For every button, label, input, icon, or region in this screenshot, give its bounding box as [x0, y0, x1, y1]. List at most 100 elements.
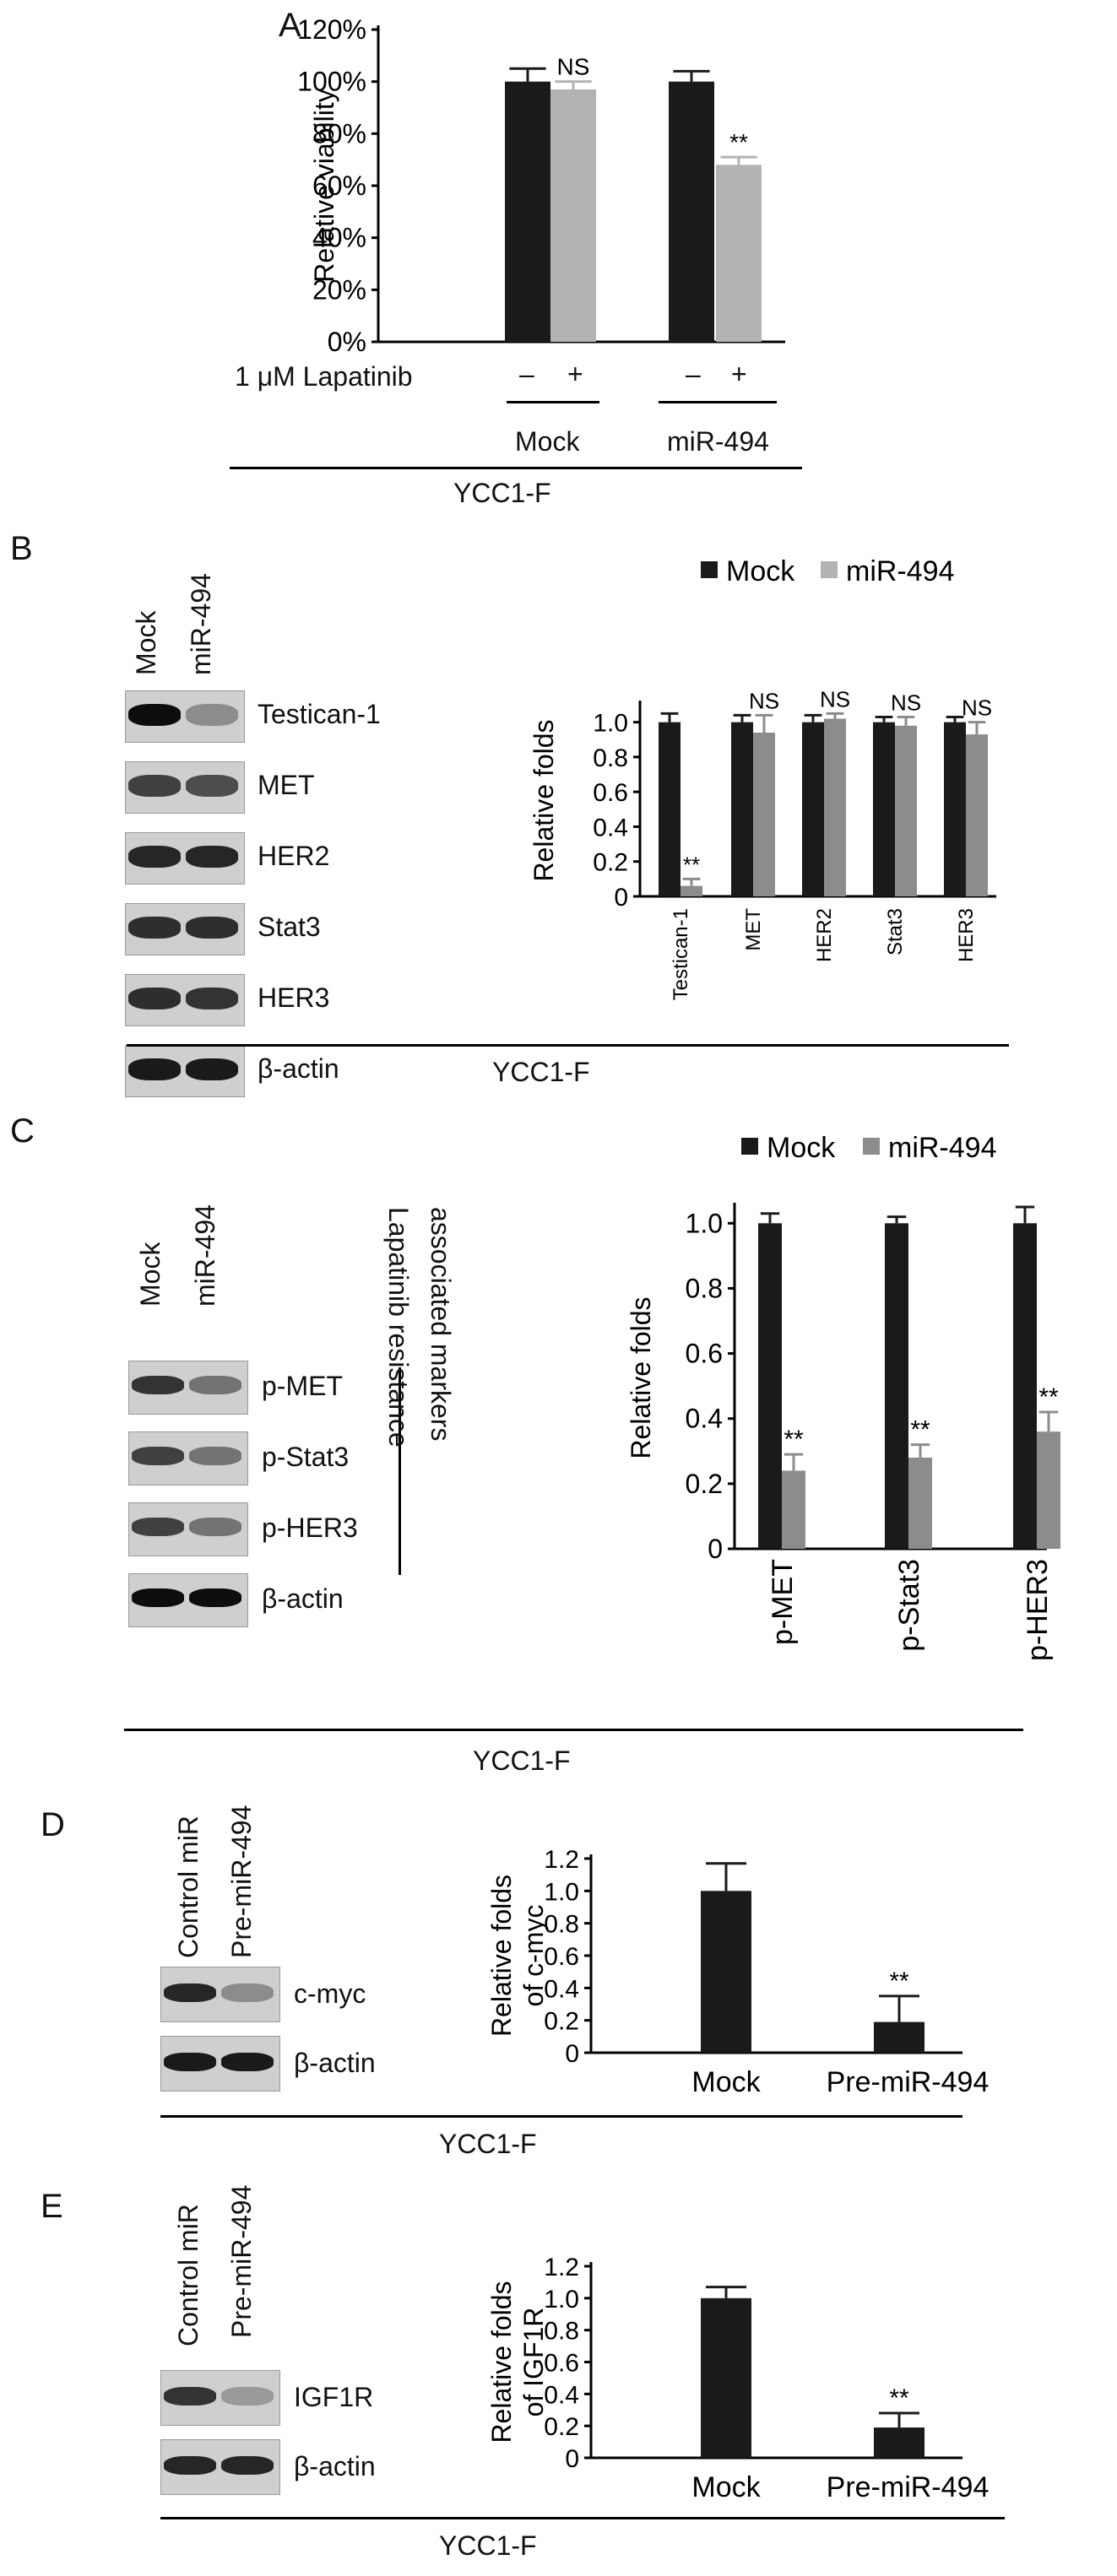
blot-band [132, 1588, 184, 1607]
cell-line-e: YCC1-F [439, 2530, 537, 2561]
d-y-label-line: Relative folds [486, 1875, 517, 2037]
a-bar [550, 89, 596, 343]
e-bar [874, 2427, 925, 2458]
d-ytick-label: 0.8 [544, 1911, 579, 1939]
e-y-label-line: of IGF1R [518, 2308, 549, 2417]
a-bar [669, 81, 714, 343]
d-ytick-label: 0 [565, 2040, 579, 2068]
e-ytick-label: 0.4 [544, 2381, 579, 2409]
blot-band [186, 1058, 238, 1080]
cell-line-line-b [127, 1044, 1009, 1047]
blot-label: β-actin [294, 2451, 376, 2481]
sign-mock-minus: – [519, 359, 534, 389]
b-x-tick-label: Testican-1 [670, 908, 692, 1000]
d-y-label: Relative foldsof c-myc [486, 1875, 549, 2037]
c-mir-annotation: ** [910, 1416, 930, 1444]
e-ytick-label: 0.8 [544, 2318, 579, 2346]
sign-mir-plus: + [731, 359, 747, 389]
blot-label: p-Stat3 [262, 1442, 350, 1472]
e-ytick-label: 1.0 [544, 2286, 579, 2314]
blot-band [132, 1518, 184, 1536]
d-bar [701, 1891, 751, 2053]
cell-line-line-d [160, 2115, 962, 2118]
c-mir-annotation: ** [784, 1426, 804, 1453]
b-mir-annotation: NS [891, 690, 921, 715]
blot-band [189, 1588, 241, 1607]
blot-band [221, 2387, 274, 2406]
blot-label: HER2 [258, 841, 330, 871]
b-mir-annotation: ** [683, 852, 700, 877]
panel-c-letter: C [10, 1112, 35, 1150]
blot-band [128, 846, 181, 868]
c-x-tick-label: p-MET [767, 1559, 799, 1645]
b-mock-bar [659, 722, 681, 896]
blot-label: p-MET [262, 1371, 343, 1401]
b-mir-bar [895, 725, 917, 896]
c-mock-bar [1013, 1223, 1037, 1549]
blot-band [186, 917, 238, 939]
c-mock-bar [885, 1223, 908, 1549]
e-ytick-label: 1.2 [544, 2254, 579, 2281]
a-bar [716, 165, 762, 342]
panel-e-letter: E [41, 2188, 63, 2225]
chart-c: 0 0.2 0.4 0.6 0.8 1.0 Relative folds Mock miR-49… [626, 1132, 1060, 1661]
d-ytick-label: 1.2 [544, 1846, 579, 1874]
c-x-tick-label: p-Stat3 [893, 1559, 925, 1652]
blot-label: IGF1R [294, 2382, 374, 2412]
blot-label: p-HER3 [262, 1513, 358, 1543]
e-x-tick-label: Pre-miR-494 [827, 2471, 990, 2503]
b-mir-bar [966, 734, 988, 896]
cell-line-c: YCC1-F [473, 1745, 571, 1776]
lapatinib-label: 1 μM Lapatinib [235, 361, 413, 392]
blot-band [164, 2053, 216, 2071]
a-y-label: Relative viability [309, 89, 339, 282]
legend-mir-swatch-c [863, 1138, 880, 1155]
cell-line-line-a [230, 467, 802, 469]
blot-band [221, 2456, 274, 2475]
legend-mock-swatch-c [741, 1138, 758, 1155]
b-ytick-label: 0.4 [593, 814, 628, 842]
blot-band [186, 704, 238, 726]
blot-band [164, 2456, 216, 2475]
b-mir-bar [824, 718, 846, 896]
a-ytick-label: 40% [312, 223, 366, 253]
a-annotation: NS [557, 54, 590, 80]
cell-line-line-c [124, 1729, 1023, 1731]
c-mir-bar [1037, 1431, 1060, 1549]
blot-label: Stat3 [258, 912, 321, 942]
d-ytick-label: 0.4 [544, 1975, 579, 2003]
a-bar [505, 81, 550, 343]
legend-mir-swatch [821, 561, 838, 578]
a-ytick-label: 80% [312, 118, 366, 149]
b-x-tick-label: Stat3 [884, 908, 907, 955]
blot-band [128, 704, 181, 726]
e-ytick-label: 0 [565, 2445, 579, 2473]
chart-b: 0 0.2 0.4 0.6 0.8 1.0 Relative folds Mock miR-49… [529, 555, 996, 1000]
cell-line-d: YCC1-F [439, 2129, 537, 2159]
b-ytick-label: 0.6 [593, 779, 628, 807]
b-mock-bar [873, 722, 895, 896]
b-mir-bar [753, 733, 775, 896]
c-mir-bar [782, 1470, 805, 1549]
blot-band [186, 988, 238, 1009]
a-ytick-label: 120% [297, 14, 366, 45]
e-ytick-label: 0.2 [544, 2413, 579, 2441]
b-x-tick-label: HER2 [813, 908, 836, 962]
blot-label: c-myc [294, 1978, 366, 2009]
b-ytick-label: 0 [614, 884, 628, 912]
panel-b-letter: B [10, 530, 33, 567]
a-ytick-label: 100% [297, 67, 366, 97]
b-mock-bar [944, 722, 966, 896]
a-ytick-label: 60% [312, 170, 366, 201]
cell-line-a: YCC1-F [453, 478, 551, 508]
blot-band [221, 1983, 274, 2002]
mock-group-line [507, 401, 599, 403]
e-y-label: Relative foldsof IGF1R [486, 2281, 549, 2443]
sign-mock-plus: + [567, 359, 583, 389]
e-x-tick-label: Mock [691, 2471, 761, 2503]
mir-group-line [659, 401, 777, 403]
cell-line-b: YCC1-F [492, 1057, 590, 1087]
a-ytick-label: 0% [328, 327, 366, 357]
